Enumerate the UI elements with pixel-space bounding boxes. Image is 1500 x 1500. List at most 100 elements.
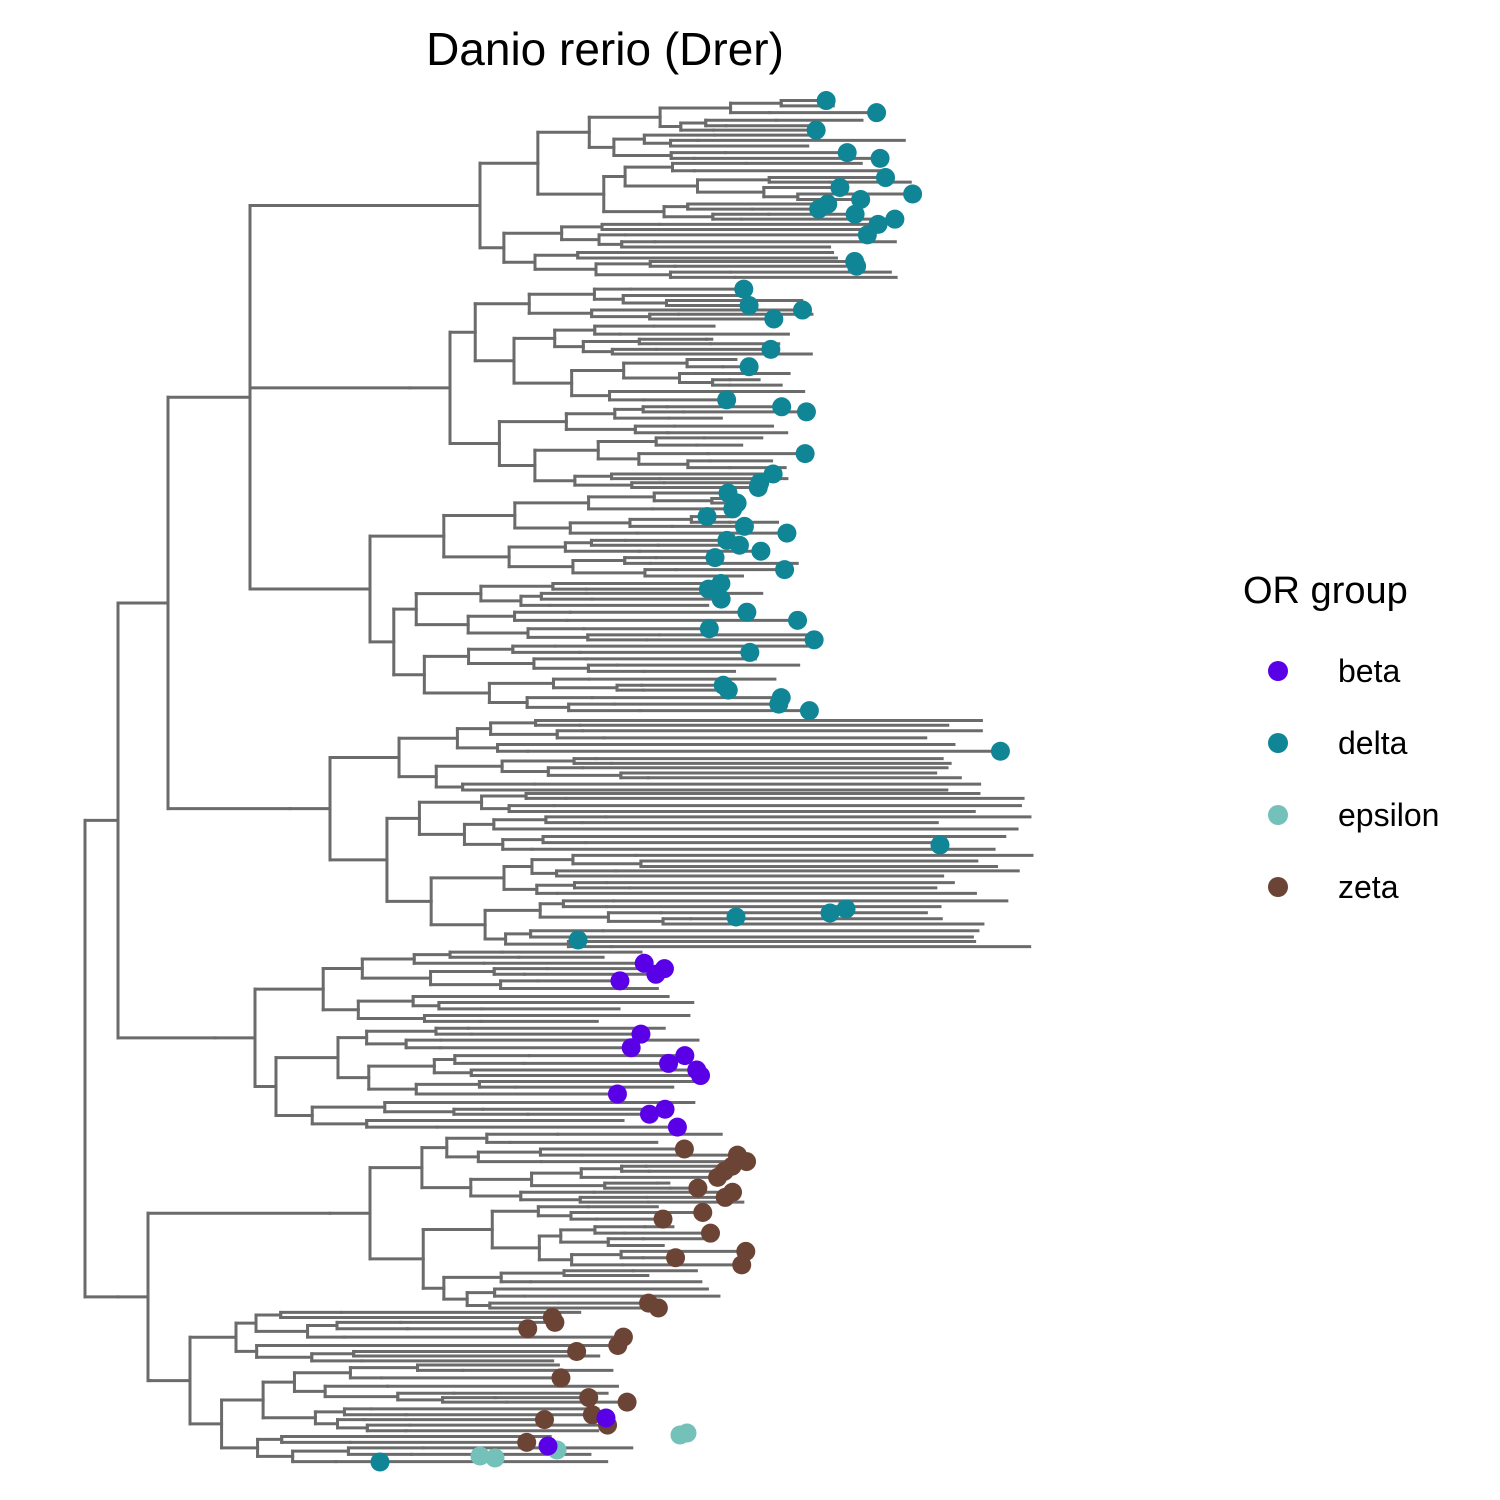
tip-marker-beta-105 bbox=[538, 1436, 558, 1456]
tip-marker-delta-107 bbox=[568, 930, 588, 950]
tip-marker-delta-3 bbox=[837, 143, 857, 163]
tip-marker-zeta-80 bbox=[700, 1223, 720, 1243]
tip-marker-delta-44 bbox=[737, 602, 757, 622]
tip-marker-delta-7 bbox=[903, 184, 923, 204]
tip-marker-delta-24 bbox=[772, 397, 792, 417]
tip-marker-delta-6 bbox=[830, 177, 850, 197]
tip-marker-epsilon-101 bbox=[470, 1446, 490, 1466]
tip-marker-delta-4 bbox=[870, 148, 890, 168]
tip-marker-delta-25 bbox=[796, 402, 816, 422]
legend-label-zeta: zeta bbox=[1338, 868, 1399, 905]
tip-marker-delta-39 bbox=[705, 548, 725, 568]
tip-marker-beta-68 bbox=[667, 1117, 687, 1137]
tip-marker-delta-12 bbox=[885, 209, 905, 229]
tip-marker-delta-52 bbox=[769, 694, 789, 714]
legend-label-beta: beta bbox=[1338, 652, 1401, 689]
tip-marker-zeta-93 bbox=[579, 1388, 599, 1408]
tip-marker-zeta-96 bbox=[534, 1410, 554, 1430]
tip-marker-delta-16 bbox=[847, 256, 867, 276]
tip-marker-zeta-92 bbox=[551, 1368, 571, 1388]
tip-marker-beta-61 bbox=[675, 1046, 695, 1066]
tip-marker-delta-45 bbox=[788, 610, 808, 630]
figure-title: Danio rerio (Drer) bbox=[426, 23, 784, 75]
tip-marker-delta-108 bbox=[726, 907, 746, 927]
tip-marker-delta-33 bbox=[697, 507, 717, 527]
legend-label-delta: delta bbox=[1338, 724, 1408, 761]
tip-marker-zeta-94 bbox=[617, 1392, 637, 1412]
tip-marker-zeta-79 bbox=[653, 1209, 673, 1229]
tip-marker-delta-23 bbox=[717, 390, 737, 410]
tip-marker-zeta-74 bbox=[708, 1167, 728, 1187]
tip-marker-delta-8 bbox=[851, 189, 871, 209]
legend-swatch-zeta bbox=[1268, 877, 1288, 897]
tip-marker-delta-17 bbox=[734, 279, 754, 299]
legend-swatch-beta bbox=[1268, 661, 1288, 681]
legend-label-epsilon: epsilon bbox=[1338, 796, 1440, 833]
tree-branches bbox=[83, 99, 1034, 1464]
tip-marker-delta-48 bbox=[740, 642, 760, 662]
legend-item-beta: beta bbox=[1243, 635, 1439, 707]
tip-marker-beta-62 bbox=[659, 1053, 679, 1073]
tip-marker-zeta-88 bbox=[518, 1319, 538, 1339]
legend: OR group beta delta epsilon zeta bbox=[1243, 570, 1439, 923]
tip-marker-zeta-90 bbox=[608, 1336, 628, 1356]
legend-swatch-epsilon bbox=[1268, 805, 1288, 825]
tip-marker-delta-26 bbox=[795, 444, 815, 464]
tip-marker-zeta-91 bbox=[567, 1341, 587, 1361]
tip-marker-epsilon-102 bbox=[485, 1448, 505, 1468]
tip-marker-delta-46 bbox=[699, 619, 719, 639]
tip-marker-epsilon-100 bbox=[677, 1423, 697, 1443]
tip-marker-delta-40 bbox=[775, 560, 795, 580]
tip-marker-beta-58 bbox=[610, 971, 630, 991]
tip-marker-delta-110 bbox=[836, 899, 856, 919]
tip-marker-beta-65 bbox=[607, 1084, 627, 1104]
tip-marker-zeta-71 bbox=[737, 1152, 757, 1172]
tip-marker-zeta-69 bbox=[674, 1139, 694, 1159]
tip-marker-delta-34 bbox=[734, 516, 754, 536]
tip-marker-delta-32 bbox=[723, 499, 743, 519]
tip-marker-delta-109 bbox=[820, 903, 840, 923]
tip-marker-delta-18 bbox=[739, 295, 759, 315]
tip-marker-zeta-77 bbox=[715, 1187, 735, 1207]
tip-marker-delta-22 bbox=[739, 357, 759, 377]
tip-marker-delta-2 bbox=[806, 120, 826, 140]
tip-marker-delta-38 bbox=[751, 541, 771, 561]
tip-marker-beta-59 bbox=[631, 1024, 651, 1044]
tip-marker-zeta-85 bbox=[648, 1298, 668, 1318]
tip-marker-zeta-75 bbox=[688, 1178, 708, 1198]
tip-marker-beta-57 bbox=[646, 964, 666, 984]
tree-tips bbox=[370, 91, 1010, 1472]
tip-marker-zeta-78 bbox=[693, 1202, 713, 1222]
tip-marker-delta-37 bbox=[729, 535, 749, 555]
tip-marker-beta-66 bbox=[655, 1099, 675, 1119]
tip-marker-delta-35 bbox=[777, 523, 797, 543]
tip-marker-delta-11 bbox=[845, 204, 865, 224]
tip-marker-beta-67 bbox=[639, 1104, 659, 1124]
tip-marker-delta-29 bbox=[748, 478, 768, 498]
tip-marker-delta-0 bbox=[816, 91, 836, 111]
legend-item-delta: delta bbox=[1243, 707, 1439, 779]
legend-item-epsilon: epsilon bbox=[1243, 779, 1439, 851]
tip-marker-beta-104 bbox=[596, 1408, 616, 1428]
legend-item-zeta: zeta bbox=[1243, 851, 1439, 923]
tip-marker-delta-1 bbox=[867, 103, 887, 123]
tip-marker-delta-14 bbox=[857, 225, 877, 245]
tip-marker-delta-43 bbox=[711, 589, 731, 609]
tip-marker-zeta-83 bbox=[732, 1255, 752, 1275]
tip-marker-delta-27 bbox=[763, 464, 783, 484]
legend-swatch-delta bbox=[1268, 733, 1288, 753]
tip-marker-delta-5 bbox=[876, 168, 896, 188]
tip-marker-delta-47 bbox=[804, 630, 824, 650]
tip-marker-zeta-82 bbox=[666, 1248, 686, 1268]
tip-marker-delta-54 bbox=[990, 741, 1010, 761]
tip-marker-delta-20 bbox=[764, 309, 784, 329]
tip-marker-zeta-98 bbox=[517, 1432, 537, 1452]
tip-marker-delta-111 bbox=[930, 835, 950, 855]
tip-marker-beta-60 bbox=[621, 1038, 641, 1058]
legend-title: OR group bbox=[1243, 570, 1408, 612]
tip-marker-delta-10 bbox=[809, 199, 829, 219]
tip-marker-delta-21 bbox=[761, 339, 781, 359]
tip-marker-delta-106 bbox=[370, 1452, 390, 1472]
